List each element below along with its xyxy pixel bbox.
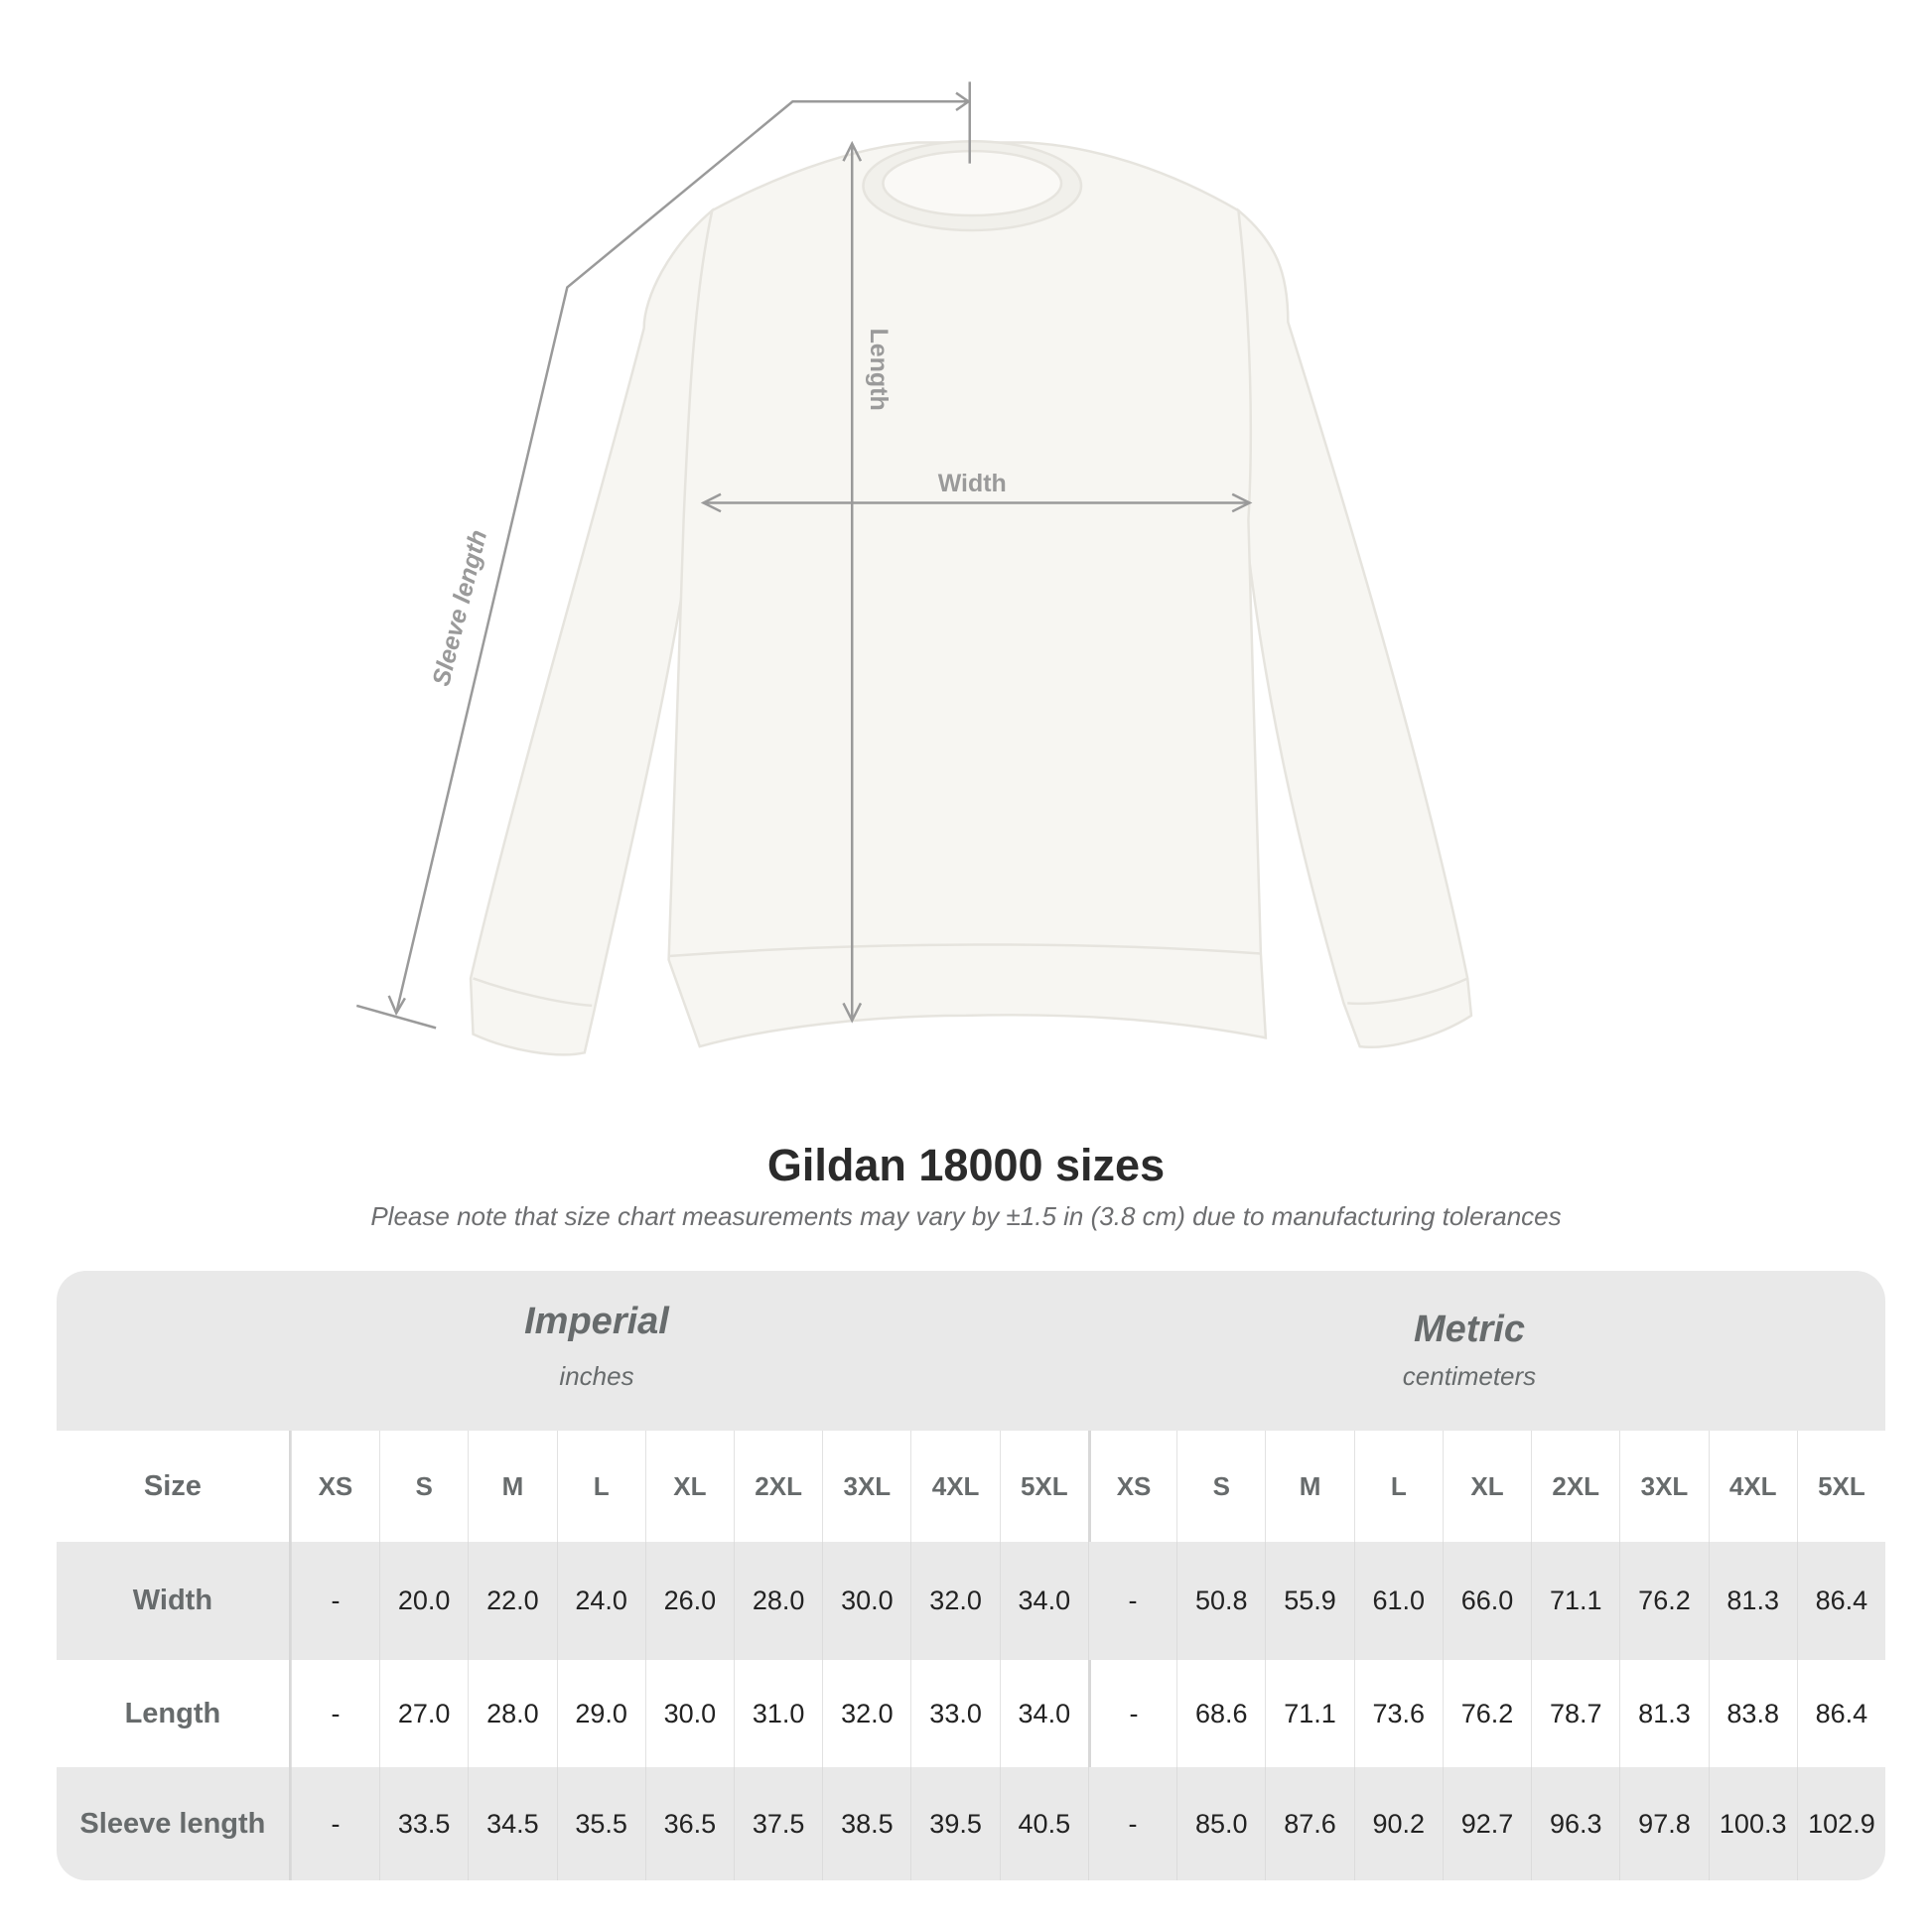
imperial-value-cell: 36.5 <box>644 1767 734 1880</box>
metric-value-cell: - <box>1087 1542 1176 1660</box>
width-row: Width -20.0 22.0 24.0 26.0 28.0 30.0 32.0 34.0-5… <box>57 1542 1885 1660</box>
metric-value-cell: 73.6 <box>1353 1660 1443 1767</box>
metric-value-cell: 86.4 <box>1796 1660 1885 1767</box>
metric-value-cell: 85.0 <box>1176 1767 1265 1880</box>
metric-value-cell: 83.8 <box>1708 1660 1797 1767</box>
imperial-value-cell: 26.0 <box>644 1542 734 1660</box>
size-row: Size XS S M L XL 2XL 3XL 4XL 5XL XS S M L XL 2XL 3XL 4XL… <box>57 1431 1885 1542</box>
imperial-value-cell: 24.0 <box>556 1542 645 1660</box>
metric-value-cell: 71.1 <box>1531 1542 1619 1660</box>
row-label: Width <box>57 1542 291 1660</box>
size-label: Size <box>57 1431 291 1542</box>
imperial-value-cell: - <box>290 1542 379 1660</box>
row-label: Length <box>57 1660 291 1767</box>
imperial-size-header: 3XL <box>822 1431 910 1542</box>
metric-value-cell: 81.3 <box>1619 1660 1708 1767</box>
imperial-title: Imperial <box>524 1301 669 1342</box>
metric-value-cell: 81.3 <box>1708 1542 1797 1660</box>
imperial-value-cell: 39.5 <box>910 1767 999 1880</box>
imperial-value-cell: 33.0 <box>910 1660 999 1767</box>
imperial-value-cell: 37.5 <box>734 1767 822 1880</box>
metric-value-cell: 96.3 <box>1531 1767 1619 1880</box>
imperial-size-header: 5XL <box>999 1431 1088 1542</box>
imperial-size-header: L <box>556 1431 645 1542</box>
metric-size-header: S <box>1176 1431 1265 1542</box>
metric-value-cell: 100.3 <box>1708 1767 1797 1880</box>
metric-header: Metric centimeters <box>1221 1309 1718 1392</box>
length-label: Length <box>865 329 893 411</box>
metric-size-header: 2XL <box>1531 1431 1619 1542</box>
imperial-value-cell: 31.0 <box>734 1660 822 1767</box>
imperial-size-header: M <box>468 1431 556 1542</box>
metric-unit: centimeters <box>1402 1361 1537 1391</box>
imperial-value-cell: 35.5 <box>556 1767 645 1880</box>
unit-header: Imperial inches Metric centimeters <box>57 1271 1885 1431</box>
metric-value-cell: 68.6 <box>1176 1660 1265 1767</box>
imperial-value-cell: 28.0 <box>734 1542 822 1660</box>
imperial-size-header: 4XL <box>910 1431 999 1542</box>
metric-value-cell: - <box>1087 1767 1176 1880</box>
metric-value-cell: 97.8 <box>1619 1767 1708 1880</box>
imperial-value-cell: 34.5 <box>468 1767 556 1880</box>
metric-value-cell: 76.2 <box>1442 1660 1531 1767</box>
imperial-value-cell: 34.0 <box>999 1660 1088 1767</box>
metric-title: Metric <box>1414 1309 1525 1350</box>
metric-size-header: 4XL <box>1708 1431 1797 1542</box>
metric-size-header: 3XL <box>1619 1431 1708 1542</box>
metric-size-header: L <box>1353 1431 1443 1542</box>
imperial-value-cell: 32.0 <box>910 1542 999 1660</box>
imperial-value-cell: 29.0 <box>556 1660 645 1767</box>
imperial-size-header: 2XL <box>734 1431 822 1542</box>
metric-size-header: XS <box>1087 1431 1176 1542</box>
row-label: Sleeve length <box>57 1767 291 1880</box>
metric-value-cell: 61.0 <box>1353 1542 1443 1660</box>
metric-value-cell: 86.4 <box>1796 1542 1885 1660</box>
metric-size-header: XL <box>1442 1431 1531 1542</box>
metric-value-cell: 92.7 <box>1442 1767 1531 1880</box>
imperial-value-cell: 32.0 <box>822 1660 910 1767</box>
imperial-value-cell: 22.0 <box>468 1542 556 1660</box>
imperial-value-cell: 33.5 <box>379 1767 468 1880</box>
metric-value-cell: 71.1 <box>1265 1660 1353 1767</box>
imperial-size-header: XL <box>644 1431 734 1542</box>
imperial-value-cell: 38.5 <box>822 1767 910 1880</box>
metric-value-cell: 66.0 <box>1442 1542 1531 1660</box>
imperial-value-cell: 27.0 <box>379 1660 468 1767</box>
measure-lines <box>355 81 1253 1030</box>
metric-value-cell: 87.6 <box>1265 1767 1353 1880</box>
sweatshirt-image <box>469 139 1473 1056</box>
imperial-value-cell: 20.0 <box>379 1542 468 1660</box>
tolerance-note: Please note that size chart measurements… <box>370 1201 1562 1231</box>
imperial-value-cell: 28.0 <box>468 1660 556 1767</box>
sleeve-length-label: Sleeve length <box>427 527 492 689</box>
metric-size-header: M <box>1265 1431 1353 1542</box>
imperial-value-cell: 30.0 <box>822 1542 910 1660</box>
metric-value-cell: 76.2 <box>1619 1542 1708 1660</box>
width-label: Width <box>938 470 1007 497</box>
imperial-value-cell: - <box>290 1767 379 1880</box>
metric-value-cell: 55.9 <box>1265 1542 1353 1660</box>
metric-size-header: 5XL <box>1796 1431 1885 1542</box>
imperial-header: Imperial inches <box>348 1301 845 1392</box>
length-row: Length -27.0 28.0 29.0 30.0 31.0 32.0 33.0 34.0-… <box>57 1660 1885 1767</box>
sleeve-length-row: Sleeve length -33.5 34.5 35.5 36.5 37.5 38.5 39… <box>57 1767 1885 1880</box>
imperial-value-cell: - <box>290 1660 379 1767</box>
metric-value-cell: 90.2 <box>1353 1767 1443 1880</box>
page-title: Gildan 18000 sizes <box>766 1140 1166 1190</box>
metric-value-cell: 102.9 <box>1796 1767 1885 1880</box>
imperial-value-cell: 30.0 <box>644 1660 734 1767</box>
imperial-value-cell: 34.0 <box>999 1542 1088 1660</box>
imperial-size-header: XS <box>290 1431 379 1542</box>
imperial-value-cell: 40.5 <box>999 1767 1088 1880</box>
imperial-unit: inches <box>559 1361 634 1391</box>
imperial-size-header: S <box>379 1431 468 1542</box>
size-table: Imperial inches Metric centimeters Size … <box>57 1271 1885 1880</box>
metric-value-cell: 50.8 <box>1176 1542 1265 1660</box>
metric-value-cell: - <box>1087 1660 1176 1767</box>
metric-value-cell: 78.7 <box>1531 1660 1619 1767</box>
